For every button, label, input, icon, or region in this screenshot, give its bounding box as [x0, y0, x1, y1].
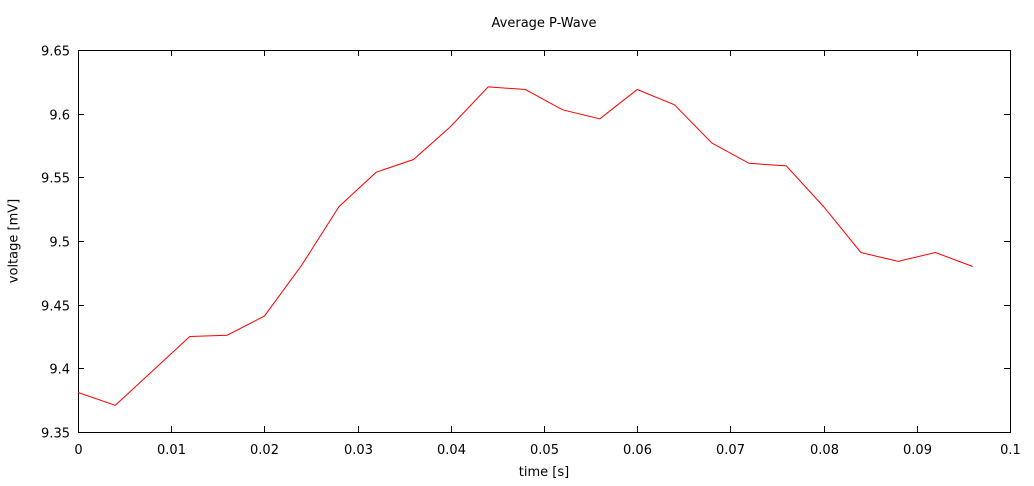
x-tick-label: 0.04 — [437, 443, 466, 458]
y-tick-label: 9.4 — [49, 363, 70, 378]
x-tick-label: 0.1 — [1000, 443, 1021, 458]
plot-frame — [78, 50, 1011, 433]
x-tick-label: 0.07 — [716, 443, 745, 458]
x-tick-label: 0 — [74, 443, 82, 458]
x-tick-label: 0.01 — [157, 443, 186, 458]
y-tick-label: 9.6 — [49, 109, 70, 124]
axis-ticks: 0 0.01 0.02 0.03 0.04 0.05 0.06 0.07 0.08 0.09 0.1… — [41, 45, 1021, 459]
y-tick-label: 9.65 — [41, 45, 70, 60]
x-tick-label: 0.03 — [344, 443, 373, 458]
series-layer — [77, 86, 973, 406]
series-line — [77, 86, 973, 406]
x-tick-label: 0.08 — [810, 443, 839, 458]
y-tick-label: 9.55 — [41, 172, 70, 187]
x-tick-label: 0.06 — [623, 443, 652, 458]
y-tick-label: 9.5 — [49, 236, 70, 251]
chart-title: Average P-Wave — [491, 16, 597, 31]
y-tick-label: 9.45 — [41, 300, 70, 315]
x-tick-label: 0.05 — [530, 443, 559, 458]
y-tick-label: 9.35 — [41, 427, 70, 442]
x-tick-label: 0.09 — [903, 443, 932, 458]
x-tick-label: 0.02 — [250, 443, 279, 458]
x-axis-label: time [s] — [518, 465, 570, 480]
